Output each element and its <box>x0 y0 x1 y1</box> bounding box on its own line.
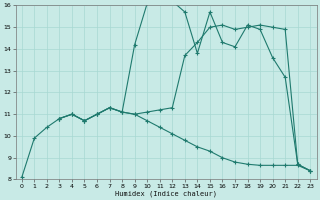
X-axis label: Humidex (Indice chaleur): Humidex (Indice chaleur) <box>115 190 217 197</box>
